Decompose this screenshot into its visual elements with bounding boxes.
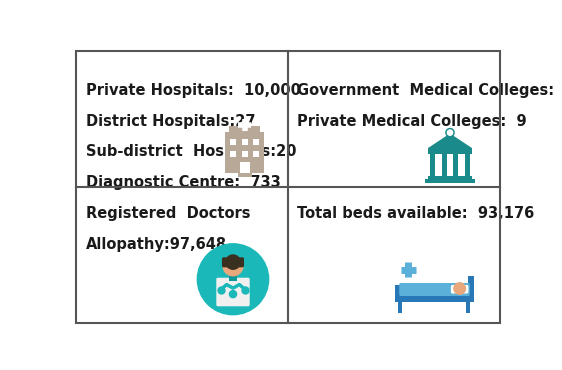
Text: Registered  Doctors: Registered Doctors bbox=[86, 206, 250, 221]
FancyBboxPatch shape bbox=[399, 283, 470, 296]
Text: Sub-district  Hospitals:20: Sub-district Hospitals:20 bbox=[86, 145, 296, 159]
FancyBboxPatch shape bbox=[229, 126, 260, 134]
FancyBboxPatch shape bbox=[468, 276, 474, 302]
FancyBboxPatch shape bbox=[225, 132, 264, 173]
FancyBboxPatch shape bbox=[229, 272, 237, 281]
FancyBboxPatch shape bbox=[222, 257, 244, 268]
Circle shape bbox=[454, 283, 465, 294]
FancyBboxPatch shape bbox=[428, 176, 472, 179]
Text: Government  Medical Colleges:  26: Government Medical Colleges: 26 bbox=[297, 83, 562, 98]
Circle shape bbox=[226, 255, 240, 269]
FancyBboxPatch shape bbox=[395, 294, 474, 302]
Text: District Hospitals:27: District Hospitals:27 bbox=[86, 114, 255, 129]
Circle shape bbox=[446, 128, 454, 137]
Circle shape bbox=[223, 256, 243, 276]
FancyBboxPatch shape bbox=[428, 148, 472, 154]
FancyBboxPatch shape bbox=[465, 154, 470, 176]
Text: Diagnostic Centre:  733: Diagnostic Centre: 733 bbox=[86, 175, 280, 190]
FancyBboxPatch shape bbox=[230, 151, 236, 157]
Text: Allopathy:97,648: Allopathy:97,648 bbox=[86, 237, 227, 252]
FancyBboxPatch shape bbox=[395, 285, 401, 302]
Text: Total beds available:  93,176: Total beds available: 93,176 bbox=[297, 206, 534, 221]
Circle shape bbox=[447, 130, 452, 135]
FancyBboxPatch shape bbox=[465, 302, 470, 313]
FancyBboxPatch shape bbox=[240, 162, 250, 173]
FancyBboxPatch shape bbox=[230, 139, 236, 145]
Text: Private Hospitals:  10,000: Private Hospitals: 10,000 bbox=[86, 83, 301, 98]
Circle shape bbox=[229, 290, 237, 298]
FancyBboxPatch shape bbox=[253, 139, 260, 145]
FancyBboxPatch shape bbox=[402, 284, 448, 294]
FancyBboxPatch shape bbox=[253, 151, 260, 157]
FancyBboxPatch shape bbox=[451, 285, 469, 293]
FancyBboxPatch shape bbox=[442, 154, 447, 176]
FancyBboxPatch shape bbox=[242, 151, 248, 157]
FancyBboxPatch shape bbox=[425, 179, 475, 183]
Polygon shape bbox=[428, 134, 472, 148]
Circle shape bbox=[197, 244, 269, 314]
FancyBboxPatch shape bbox=[430, 154, 436, 176]
FancyBboxPatch shape bbox=[216, 278, 250, 306]
FancyBboxPatch shape bbox=[397, 302, 402, 313]
FancyBboxPatch shape bbox=[238, 172, 252, 176]
FancyBboxPatch shape bbox=[454, 154, 459, 176]
Text: Private Medical Colleges:  9: Private Medical Colleges: 9 bbox=[297, 114, 527, 129]
FancyBboxPatch shape bbox=[242, 139, 248, 145]
